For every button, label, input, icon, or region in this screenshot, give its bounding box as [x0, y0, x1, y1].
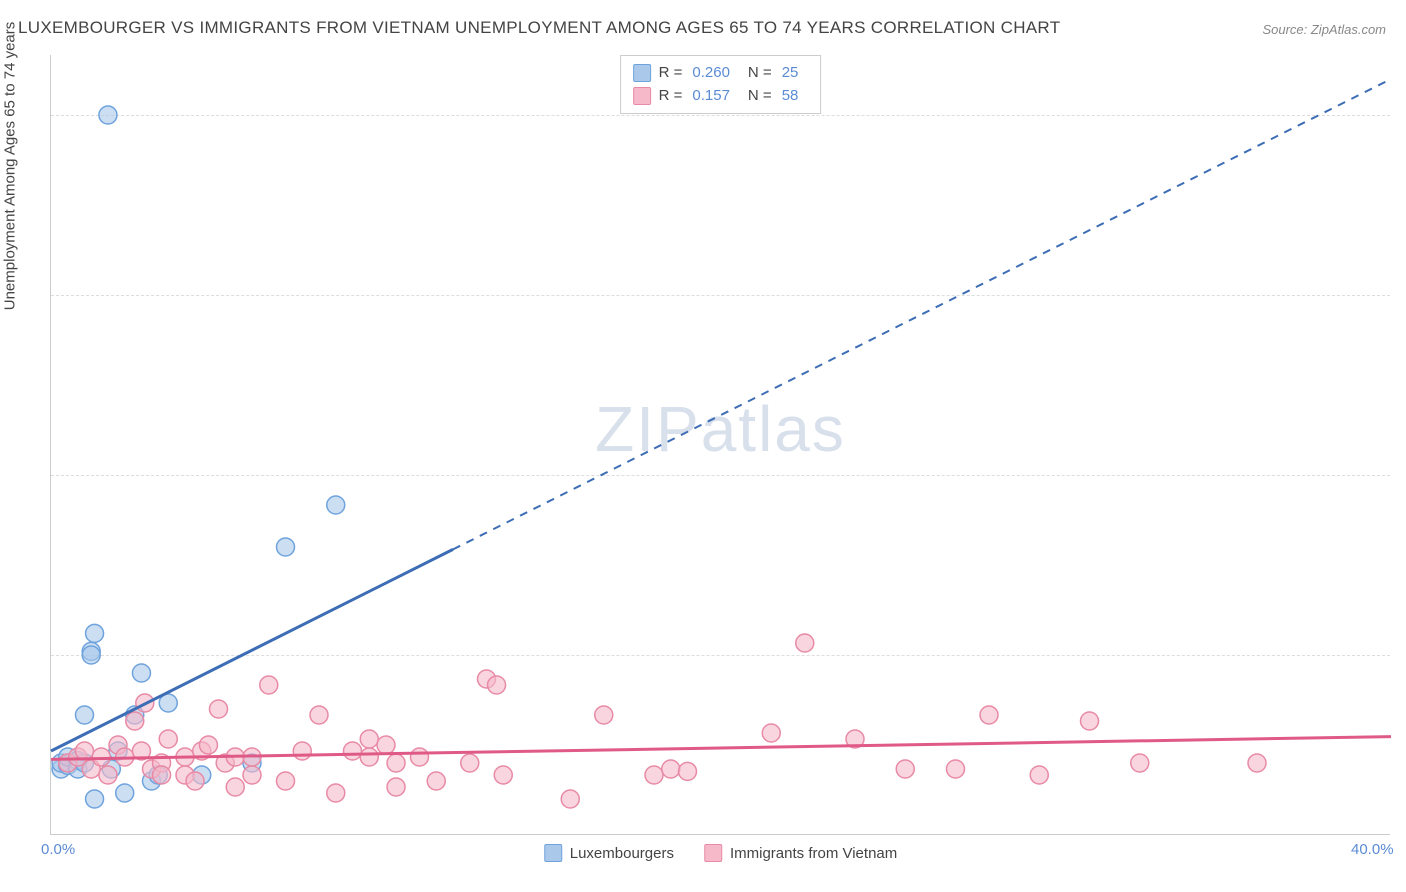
legend-row: R = 0.157 N = 58	[633, 85, 809, 108]
data-point	[377, 736, 395, 754]
data-point	[327, 496, 345, 514]
data-point	[132, 664, 150, 682]
legend-n-label: N =	[748, 62, 772, 85]
data-point	[796, 634, 814, 652]
data-point	[488, 676, 506, 694]
data-point	[310, 706, 328, 724]
data-point	[82, 646, 100, 664]
data-point	[327, 784, 345, 802]
legend-r-value: 0.260	[692, 62, 730, 85]
data-point	[86, 624, 104, 642]
data-point	[126, 712, 144, 730]
data-point	[461, 754, 479, 772]
data-point	[116, 784, 134, 802]
legend-series-label: Immigrants from Vietnam	[730, 845, 897, 862]
data-point	[896, 760, 914, 778]
plot-area: ZIPatlas 15.0%30.0%45.0%60.0% R =0.260N …	[50, 55, 1390, 835]
data-point	[186, 772, 204, 790]
data-point	[360, 748, 378, 766]
data-point	[277, 538, 295, 556]
data-point	[427, 772, 445, 790]
y-tick-label: 60.0%	[1395, 107, 1406, 124]
legend-n-value: 25	[782, 62, 799, 85]
data-point	[1030, 766, 1048, 784]
trend-line-dashed	[453, 79, 1391, 549]
scatter-plot-svg	[51, 55, 1390, 834]
y-tick-label: 45.0%	[1395, 287, 1406, 304]
y-axis-label: Unemployment Among Ages 65 to 74 years	[2, 22, 19, 311]
legend-n-label: N =	[748, 85, 772, 108]
legend-n-value: 58	[782, 85, 799, 108]
legend-row: R = 0.260 N = 25	[633, 62, 809, 85]
data-point	[159, 730, 177, 748]
data-point	[243, 766, 261, 784]
data-point	[153, 766, 171, 784]
series-legend: Luxembourgers Immigrants from Vietnam	[544, 844, 898, 862]
data-point	[226, 778, 244, 796]
legend-swatch	[633, 64, 651, 82]
data-point	[411, 748, 429, 766]
legend-swatch	[544, 844, 562, 862]
legend-swatch	[633, 87, 651, 105]
legend-series-item: Luxembourgers	[544, 844, 674, 862]
x-tick-label: 0.0%	[41, 841, 75, 858]
y-tick-label: 15.0%	[1395, 647, 1406, 664]
legend-r-label: R =	[659, 62, 683, 85]
data-point	[76, 706, 94, 724]
data-point	[99, 106, 117, 124]
data-point	[662, 760, 680, 778]
data-point	[86, 790, 104, 808]
data-point	[260, 676, 278, 694]
legend-series-item: Immigrants from Vietnam	[704, 844, 897, 862]
data-point	[645, 766, 663, 784]
data-point	[1081, 712, 1099, 730]
data-point	[1248, 754, 1266, 772]
data-point	[387, 754, 405, 772]
y-tick-label: 30.0%	[1395, 467, 1406, 484]
data-point	[210, 700, 228, 718]
chart-container: LUXEMBOURGER VS IMMIGRANTS FROM VIETNAM …	[0, 0, 1406, 892]
source-attribution: Source: ZipAtlas.com	[1262, 22, 1386, 37]
data-point	[1131, 754, 1149, 772]
data-point	[561, 790, 579, 808]
data-point	[99, 766, 117, 784]
x-tick-label: 40.0%	[1351, 841, 1394, 858]
legend-swatch	[704, 844, 722, 862]
data-point	[595, 706, 613, 724]
data-point	[387, 778, 405, 796]
chart-title: LUXEMBOURGER VS IMMIGRANTS FROM VIETNAM …	[18, 18, 1060, 38]
data-point	[947, 760, 965, 778]
data-point	[494, 766, 512, 784]
data-point	[360, 730, 378, 748]
legend-r-value: 0.157	[692, 85, 730, 108]
data-point	[762, 724, 780, 742]
data-point	[344, 742, 362, 760]
data-point	[980, 706, 998, 724]
trend-line-solid	[51, 549, 453, 751]
legend-series-label: Luxembourgers	[570, 845, 674, 862]
data-point	[679, 762, 697, 780]
data-point	[199, 736, 217, 754]
legend-r-label: R =	[659, 85, 683, 108]
data-point	[277, 772, 295, 790]
correlation-legend: R = 0.260 N = 25 R = 0.157 N = 58	[620, 55, 822, 114]
data-point	[293, 742, 311, 760]
